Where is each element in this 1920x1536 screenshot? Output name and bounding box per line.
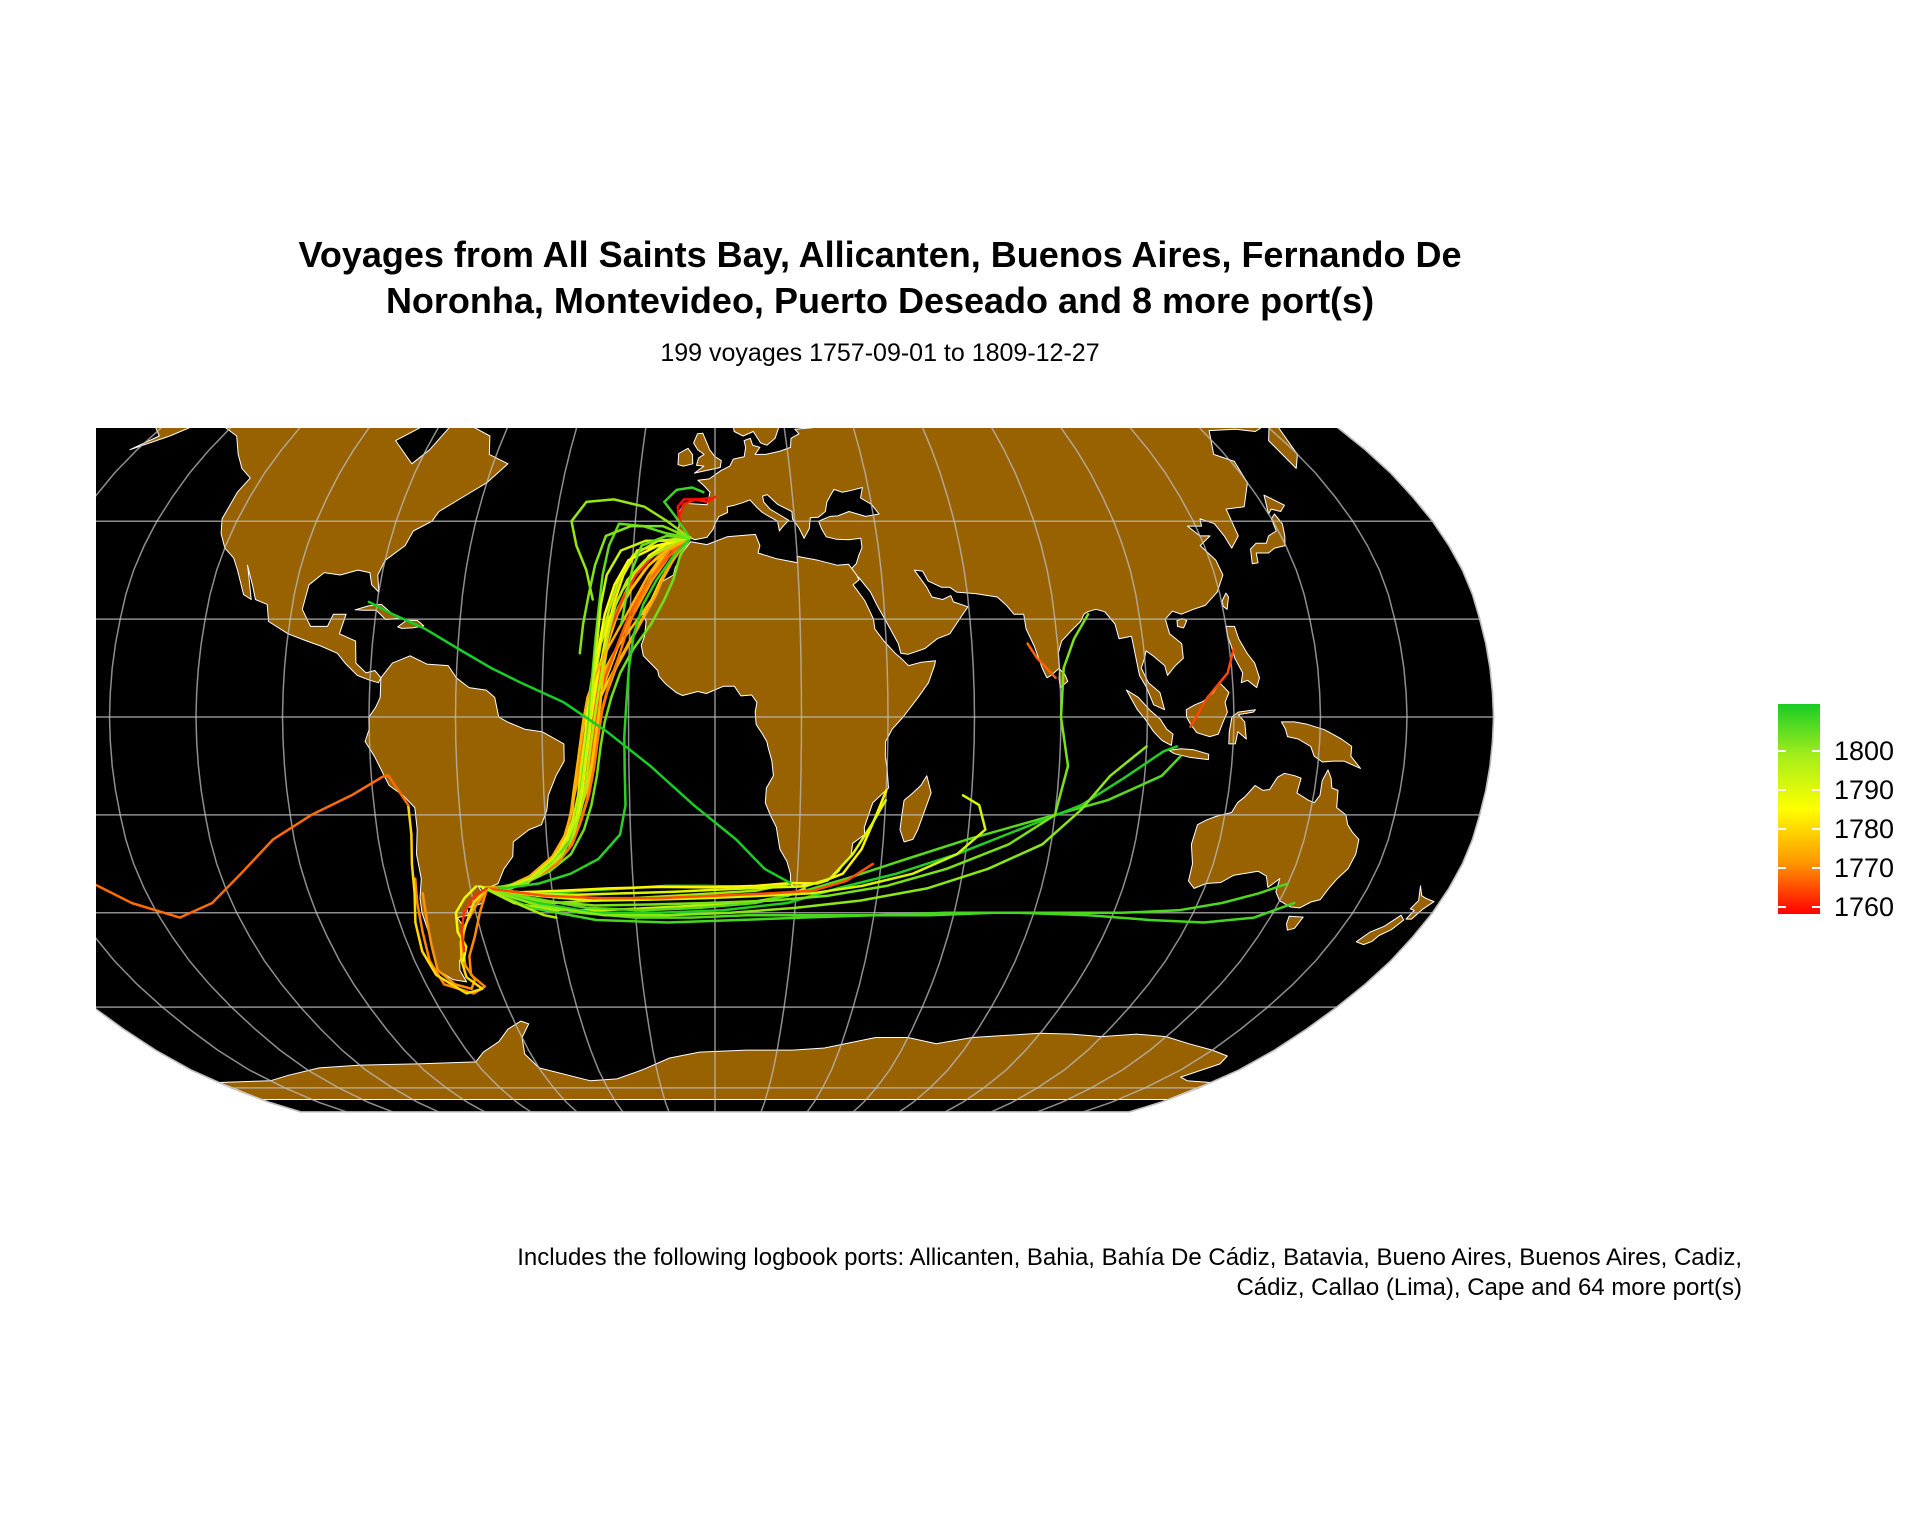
legend-tick-1790-left	[1778, 789, 1786, 791]
voyage-route-30	[485, 789, 888, 894]
landmass-australia	[1188, 769, 1360, 909]
voyage-route-15	[485, 537, 692, 890]
voyage-route-41	[1189, 647, 1235, 729]
voyage-route-19	[483, 537, 692, 890]
legend-tick-1790-right	[1812, 789, 1820, 791]
world-voyage-map	[96, 428, 1495, 1113]
voyage-route-40	[1026, 642, 1057, 680]
voyage-route-33	[485, 754, 1182, 912]
voyage-route-38	[485, 794, 987, 902]
legend-tick-1780-left	[1778, 828, 1786, 830]
ports-caption: Includes the following logbook ports: Al…	[120, 1243, 1742, 1303]
landmass-tasmania	[1286, 915, 1304, 931]
voyage-route-35	[485, 745, 1179, 915]
legend-tick-1770-left	[1778, 867, 1786, 869]
voyage-route-25	[620, 534, 692, 626]
legend-tick-1800-left	[1778, 750, 1786, 752]
voyage-route-17	[483, 537, 692, 890]
voyage-route-36	[485, 612, 1090, 907]
landmass-taiwan	[1221, 592, 1229, 610]
voyage-route-31	[485, 798, 887, 896]
voyage-route-13	[485, 537, 692, 890]
legend-tick-1760-left	[1778, 906, 1786, 908]
map-title-line-1: Voyages from All Saints Bay, Allicanten,…	[298, 234, 1462, 275]
voyage-route-45	[406, 803, 488, 995]
voyage-route-23	[663, 486, 705, 540]
legend-tick-1780-right	[1812, 828, 1820, 830]
voyage-route-22	[570, 498, 692, 601]
voyage-route-46	[96, 774, 410, 919]
graticule	[96, 428, 1495, 1113]
legend-label-1790: 1790	[1834, 775, 1895, 805]
voyage-route-24	[485, 537, 692, 890]
landmass-new-zealand-south	[1355, 914, 1405, 946]
legend-tick-1760-right	[1812, 906, 1820, 908]
landmass-south-america	[364, 655, 565, 983]
landmass-new-zealand-north	[1405, 885, 1435, 920]
legend-tick-1800-right	[1812, 750, 1820, 752]
voyage-route-48	[485, 887, 558, 919]
voyage-route-47	[454, 885, 478, 963]
landmass-philippines	[1225, 625, 1260, 689]
landmass-madagascar	[899, 775, 932, 843]
ports-caption-line-1: Includes the following logbook ports: Al…	[517, 1244, 1742, 1271]
voyage-route-42	[367, 600, 792, 885]
ports-caption-line-2: Cádiz, Callao (Lima), Cape and 64 more p…	[1236, 1274, 1742, 1301]
landmass-ireland	[677, 447, 694, 467]
landmass-sulawesi	[1228, 709, 1256, 745]
map-title: Voyages from All Saints Bay, Allicanten,…	[120, 232, 1640, 324]
voyage-route-37	[485, 745, 1148, 917]
legend-tick-1770-right	[1812, 867, 1820, 869]
landmass-new-guinea	[1281, 721, 1361, 769]
voyage-route-39	[485, 862, 875, 900]
legend-label-1760: 1760	[1834, 892, 1895, 922]
map-title-line-2: Noronha, Montevideo, Puerto Deseado and …	[385, 280, 1375, 321]
year-color-legend: 1800 1790 1780 1770 1760	[1778, 704, 1894, 922]
voyage-route-34	[485, 888, 1296, 924]
voyage-route-18	[485, 522, 692, 890]
map-subtitle: 199 voyages 1757-09-01 to 1809-12-27	[660, 339, 1100, 367]
landmass-hokkaido	[1263, 494, 1285, 515]
voyage-route-20	[678, 495, 717, 540]
legend-label-1800: 1800	[1834, 736, 1895, 766]
legend-label-1770: 1770	[1834, 853, 1895, 883]
voyage-routes	[96, 486, 1296, 995]
voyage-route-49	[460, 887, 488, 953]
voyage-route-26	[578, 524, 692, 655]
landmass-java	[1168, 748, 1210, 761]
year-colorbar	[1778, 704, 1820, 914]
legend-label-1780: 1780	[1834, 814, 1895, 844]
landmass-north-america	[129, 428, 509, 684]
